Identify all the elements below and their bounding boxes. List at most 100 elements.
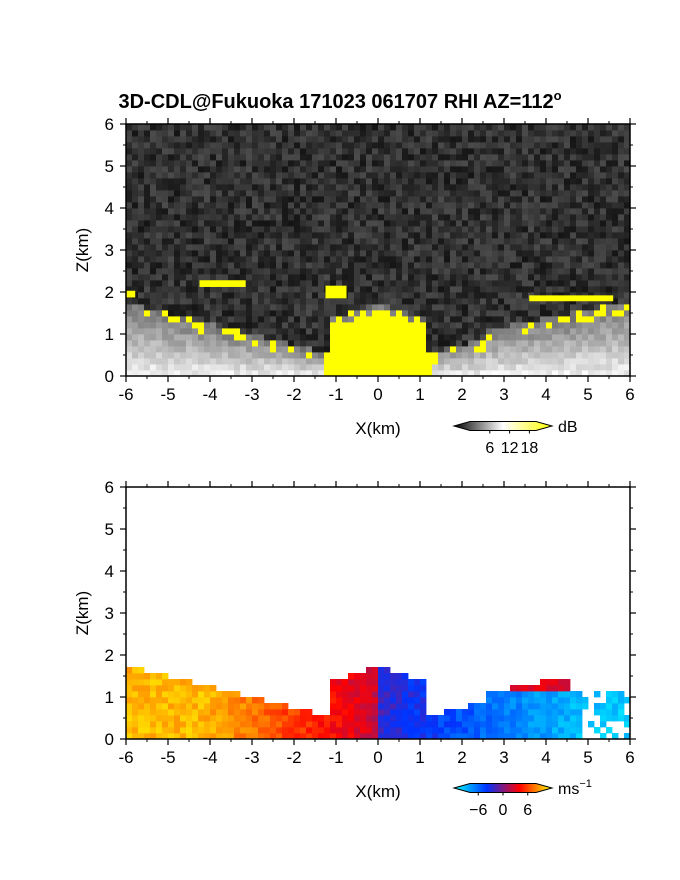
velocity-cell <box>420 727 427 734</box>
reflectivity-cell <box>414 232 421 239</box>
velocity-cell <box>138 715 145 722</box>
velocity-cell <box>510 703 517 710</box>
reflectivity-cell <box>126 226 133 233</box>
reflectivity-cell <box>540 208 547 215</box>
velocity-cell <box>336 733 343 740</box>
reflectivity-cell <box>144 148 151 155</box>
reflectivity-cell <box>306 334 313 341</box>
reflectivity-cell <box>186 322 193 329</box>
reflectivity-cell <box>528 250 535 257</box>
reflectivity-cell <box>222 340 229 347</box>
reflectivity-cell <box>546 196 553 203</box>
reflectivity-cell <box>168 196 175 203</box>
y-tick-label: 3 <box>105 604 114 623</box>
velocity-cell <box>240 697 247 704</box>
reflectivity-cell <box>336 238 343 245</box>
reflectivity-cell <box>498 214 505 221</box>
reflectivity-cell <box>456 352 463 359</box>
reflectivity-cell <box>222 166 229 173</box>
reflectivity-cell <box>348 316 355 323</box>
reflectivity-elevated-echo <box>125 290 136 298</box>
reflectivity-cell <box>162 328 169 335</box>
reflectivity-cell <box>228 274 235 281</box>
reflectivity-cell <box>144 328 151 335</box>
reflectivity-cell <box>312 202 319 209</box>
reflectivity-cell <box>228 124 235 131</box>
velocity-cell <box>276 721 283 728</box>
reflectivity-cell <box>432 352 439 359</box>
reflectivity-cell <box>474 352 481 359</box>
velocity-cell <box>486 727 493 734</box>
reflectivity-cell <box>528 268 535 275</box>
reflectivity-cell <box>366 148 373 155</box>
reflectivity-cell <box>540 370 547 377</box>
reflectivity-cell <box>426 358 433 365</box>
velocity-cell <box>378 679 385 686</box>
reflectivity-cell <box>510 214 517 221</box>
reflectivity-cell <box>174 214 181 221</box>
reflectivity-cell <box>186 298 193 305</box>
reflectivity-cell <box>378 310 385 317</box>
reflectivity-cell <box>318 352 325 359</box>
reflectivity-cell <box>156 286 163 293</box>
reflectivity-cell <box>582 154 589 161</box>
reflectivity-cell <box>300 130 307 137</box>
velocity-cell <box>606 691 613 698</box>
reflectivity-cell <box>486 142 493 149</box>
reflectivity-cell <box>576 220 583 227</box>
reflectivity-cell <box>132 136 139 143</box>
x-tick-label: -5 <box>160 385 175 404</box>
reflectivity-cell <box>150 208 157 215</box>
velocity-cell <box>168 715 175 722</box>
velocity-cell <box>270 727 277 734</box>
reflectivity-cell <box>360 250 367 257</box>
reflectivity-cell <box>156 190 163 197</box>
reflectivity-cell <box>312 166 319 173</box>
reflectivity-cell <box>126 130 133 137</box>
reflectivity-cell <box>504 304 511 311</box>
reflectivity-cell <box>372 214 379 221</box>
reflectivity-cell <box>606 148 613 155</box>
reflectivity-cell <box>516 262 523 269</box>
reflectivity-cell <box>132 190 139 197</box>
reflectivity-cell <box>240 178 247 185</box>
reflectivity-cell <box>588 316 595 323</box>
reflectivity-cell <box>204 178 211 185</box>
reflectivity-cell <box>552 142 559 149</box>
reflectivity-cell <box>516 328 523 335</box>
velocity-cell <box>444 733 451 740</box>
reflectivity-cell <box>210 340 217 347</box>
reflectivity-cell <box>426 316 433 323</box>
reflectivity-cell <box>504 226 511 233</box>
reflectivity-cell <box>390 328 397 335</box>
reflectivity-cell <box>342 202 349 209</box>
reflectivity-cell <box>480 220 487 227</box>
reflectivity-cell <box>150 142 157 149</box>
reflectivity-cell <box>534 304 541 311</box>
reflectivity-cell <box>318 130 325 137</box>
reflectivity-cell <box>156 238 163 245</box>
reflectivity-cell <box>150 154 157 161</box>
reflectivity-cell <box>210 244 217 251</box>
reflectivity-cell <box>336 166 343 173</box>
reflectivity-cell <box>342 214 349 221</box>
reflectivity-cell <box>468 142 475 149</box>
velocity-cell <box>348 721 355 728</box>
reflectivity-cell <box>540 286 547 293</box>
reflectivity-cell <box>336 346 343 353</box>
reflectivity-cell <box>282 202 289 209</box>
reflectivity-cell <box>216 340 223 347</box>
velocity-cell <box>378 673 385 680</box>
velocity-cell <box>498 691 505 698</box>
reflectivity-cell <box>192 178 199 185</box>
reflectivity-cell <box>192 250 199 257</box>
reflectivity-cell <box>570 352 577 359</box>
reflectivity-cell <box>294 166 301 173</box>
reflectivity-cell <box>240 238 247 245</box>
reflectivity-cell <box>408 136 415 143</box>
velocity-cell <box>420 679 427 686</box>
reflectivity-cell <box>378 232 385 239</box>
reflectivity-cell <box>462 292 469 299</box>
reflectivity-cell <box>420 322 427 329</box>
reflectivity-cell <box>438 322 445 329</box>
